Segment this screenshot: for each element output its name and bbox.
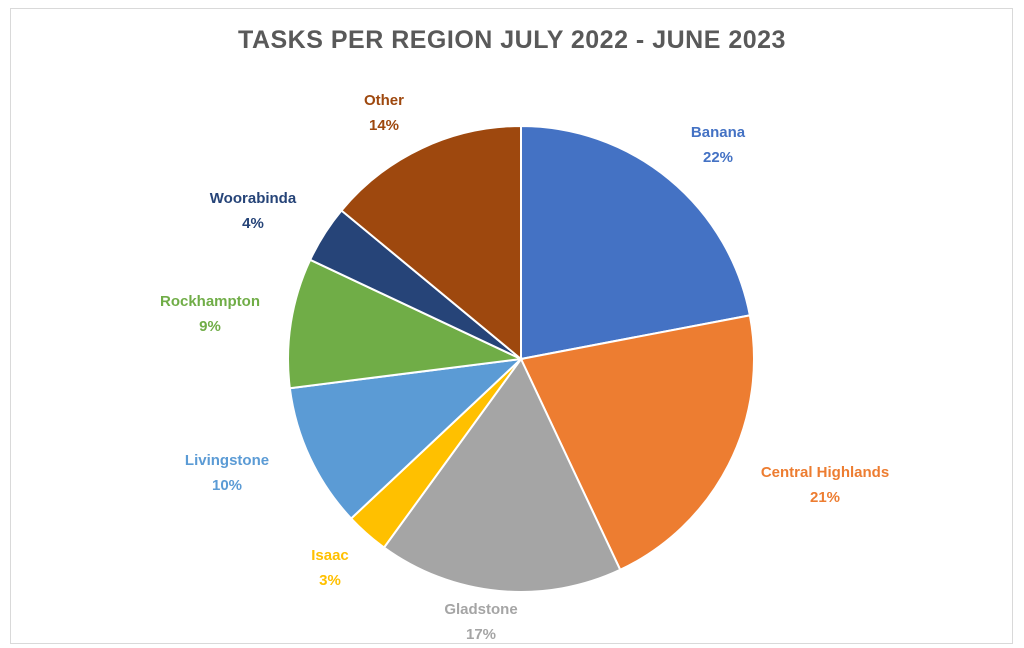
data-label-woorabinda: Woorabinda: [210, 190, 297, 207]
data-label-gladstone: Gladstone: [444, 601, 517, 618]
data-percent-rockhampton: 9%: [199, 318, 221, 335]
pie-slice-central-highlands: [519, 314, 755, 572]
data-label-rockhampton: Rockhampton: [160, 293, 260, 310]
data-label-other: Other: [364, 92, 404, 109]
data-percent-other: 14%: [369, 117, 399, 134]
data-percent-banana: 22%: [703, 149, 733, 166]
data-percent-gladstone: 17%: [466, 626, 496, 643]
pie-slice-rockhampton: [287, 258, 525, 390]
pie-slice-livingstone: [288, 357, 524, 520]
data-label-isaac: Isaac: [311, 547, 349, 564]
data-percent-central-highlands: 21%: [810, 489, 840, 506]
pie-slice-other: [340, 124, 522, 362]
data-percent-isaac: 3%: [319, 572, 341, 589]
data-label-livingstone: Livingstone: [185, 452, 269, 469]
data-percent-livingstone: 10%: [212, 477, 242, 494]
pie-slice-banana: [520, 124, 752, 361]
data-label-central-highlands: Central Highlands: [761, 464, 889, 481]
data-percent-woorabinda: 4%: [242, 215, 264, 232]
data-label-banana: Banana: [691, 124, 746, 141]
chart-title: TASKS PER REGION JULY 2022 - JUNE 2023: [238, 26, 786, 54]
pie-slice-gladstone: [382, 357, 622, 593]
